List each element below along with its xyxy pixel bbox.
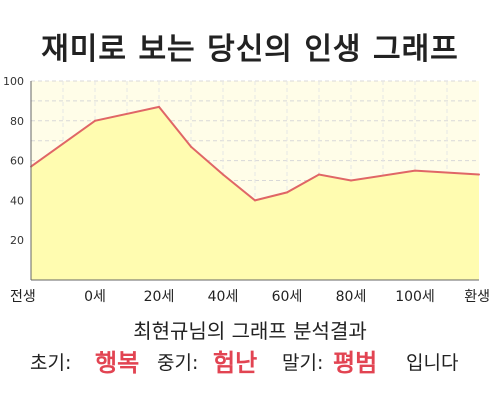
late-label: 말기:	[282, 352, 324, 374]
early-value: 행복	[95, 349, 140, 377]
x-tick-label: 환생	[464, 289, 490, 305]
area-fill	[31, 106, 479, 281]
analysis-summary: 초기: 행복 중기: 험난 말기: 평범 입니다	[0, 345, 500, 381]
data-point	[190, 145, 192, 148]
data-point	[478, 173, 480, 176]
x-tick-label: 0세	[84, 289, 106, 305]
y-tick-label: 80	[10, 115, 24, 128]
x-tick-label: 40세	[208, 289, 239, 305]
analysis-subtitle: 최현규님의 그래프 분석결과	[133, 319, 367, 343]
page-title: 재미로 보는 당신의 인생 그래프	[41, 32, 459, 67]
data-point	[350, 179, 352, 182]
y-tick-label: 100	[3, 75, 24, 88]
x-tick-label: 60세	[272, 289, 303, 305]
early-label: 초기:	[30, 352, 72, 374]
y-tick-label: 40	[10, 194, 24, 207]
late-value: 평범	[333, 349, 378, 377]
data-point	[94, 119, 96, 122]
y-tick-labels: 20 40 60 80 100	[3, 75, 24, 247]
data-point	[318, 173, 320, 176]
mid-value: 험난	[213, 349, 258, 377]
x-tick-label: 80세	[336, 289, 367, 305]
x-tick-label: 100세	[395, 289, 435, 305]
data-point	[254, 199, 256, 202]
x-tick-label: 20세	[144, 289, 175, 305]
x-tick-label: 전생	[10, 289, 36, 305]
data-point	[286, 191, 288, 194]
y-tick-label: 60	[10, 155, 24, 168]
data-point	[158, 105, 160, 108]
data-point	[414, 169, 416, 172]
x-tick-labels: 전생 0세 20세 40세 60세 80세 100세 환생	[10, 289, 490, 305]
y-tick-label: 20	[10, 234, 24, 247]
mid-label: 중기:	[157, 352, 199, 374]
data-point	[222, 173, 224, 176]
summary-ending: 입니다	[406, 352, 459, 374]
